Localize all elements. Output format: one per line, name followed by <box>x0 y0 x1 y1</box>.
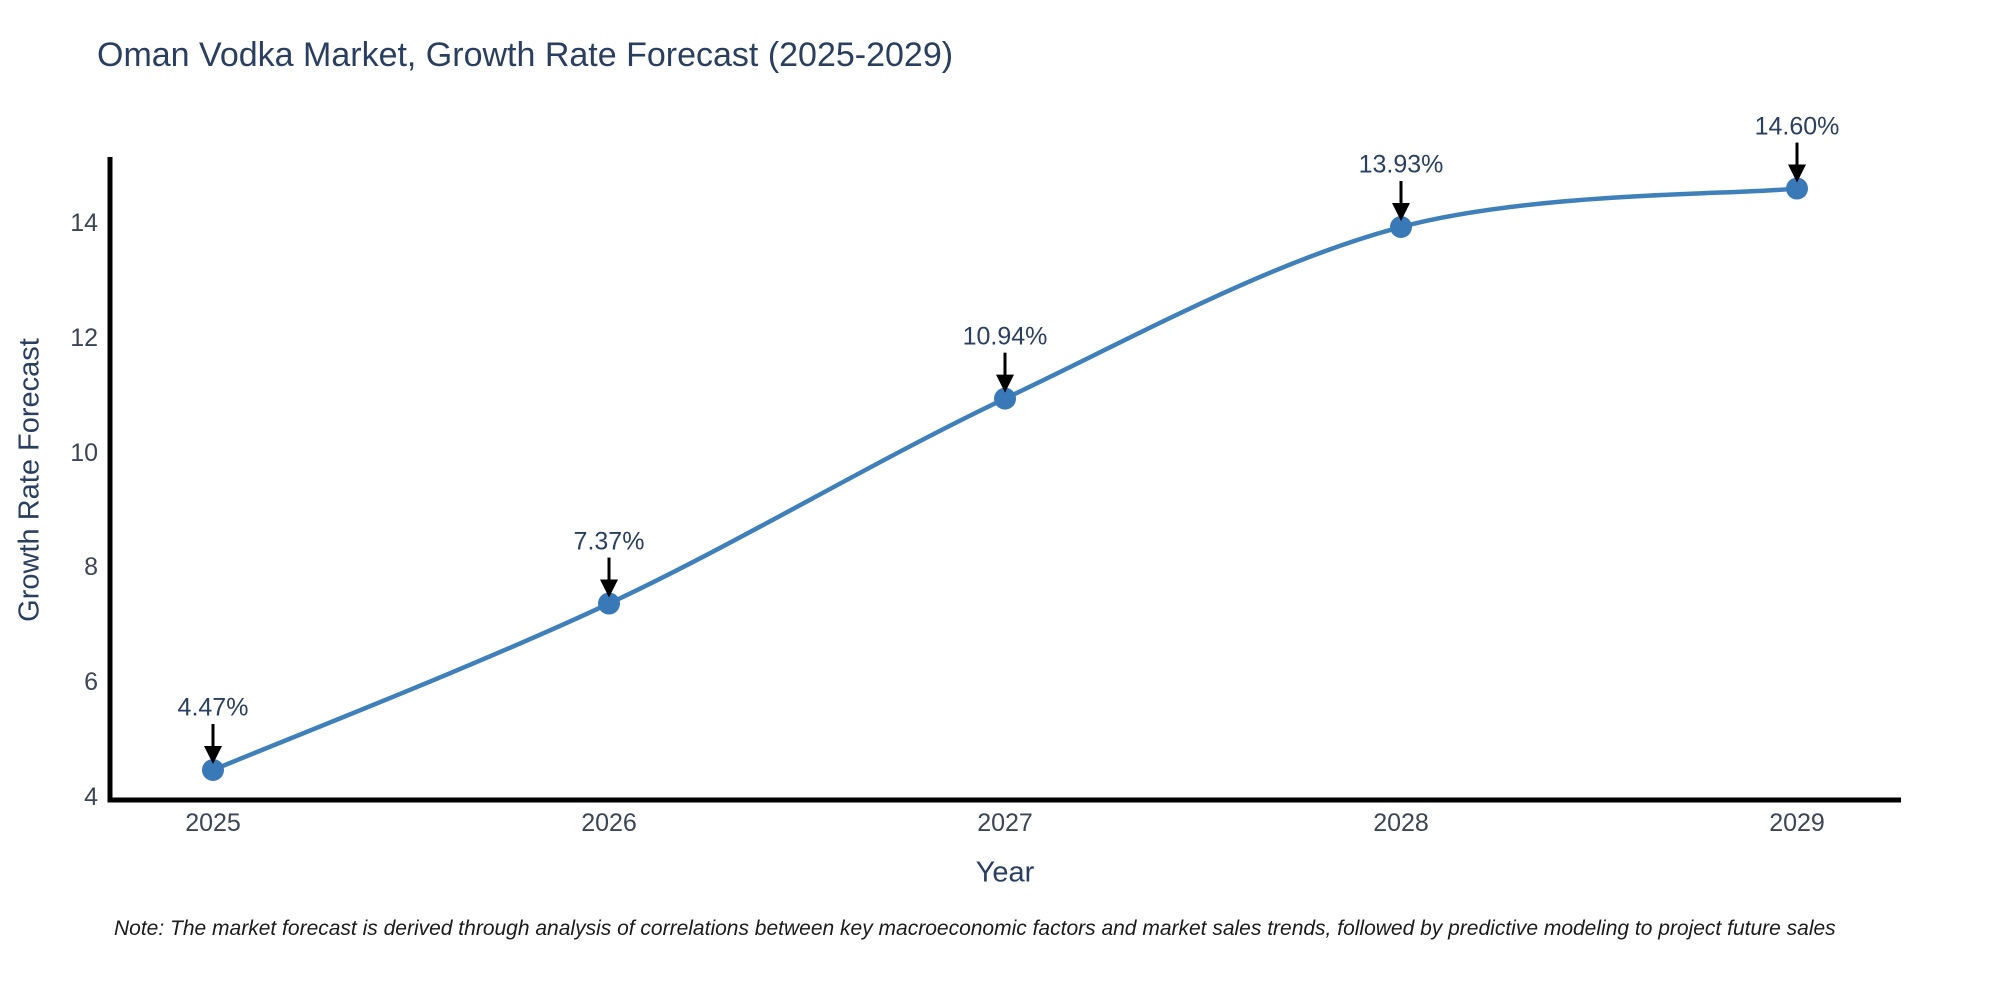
y-tick-label: 14 <box>70 209 98 237</box>
forecast-line <box>212 186 1798 773</box>
data-point-marker <box>598 592 620 615</box>
x-tick-label: 2026 <box>581 809 637 837</box>
data-point-label: 4.47% <box>177 693 249 722</box>
data-point-label: 13.93% <box>1358 150 1444 179</box>
data-point-markers <box>202 177 1808 782</box>
data-point-marker <box>1786 177 1808 200</box>
chart-footnote: Note: The market forecast is derived thr… <box>114 917 1836 940</box>
y-axis-title: Growth Rate Forecast <box>13 338 46 622</box>
x-tick-label: 2029 <box>1769 809 1825 837</box>
x-tick-label: 2027 <box>977 809 1033 837</box>
x-axis-title: Year <box>975 856 1035 889</box>
y-tick-label: 12 <box>70 323 98 352</box>
chart-title: Oman Vodka Market, Growth Rate Forecast … <box>97 36 954 74</box>
y-tick-label: 8 <box>84 553 98 582</box>
data-point-label: 10.94% <box>962 322 1048 351</box>
y-tick-label: 4 <box>84 783 98 811</box>
x-tick-label: 2025 <box>185 809 241 837</box>
data-point-marker <box>994 387 1016 410</box>
y-tick-label: 6 <box>84 668 98 697</box>
axis-lines <box>107 157 1901 803</box>
data-point-label: 7.37% <box>573 527 645 556</box>
x-tick-label: 2028 <box>1373 809 1429 837</box>
data-point-label: 14.60% <box>1754 112 1840 141</box>
annotation-arrows <box>204 142 1806 765</box>
data-point-marker <box>202 759 224 782</box>
data-point-marker <box>1390 216 1412 239</box>
y-tick-label: 10 <box>70 438 98 467</box>
